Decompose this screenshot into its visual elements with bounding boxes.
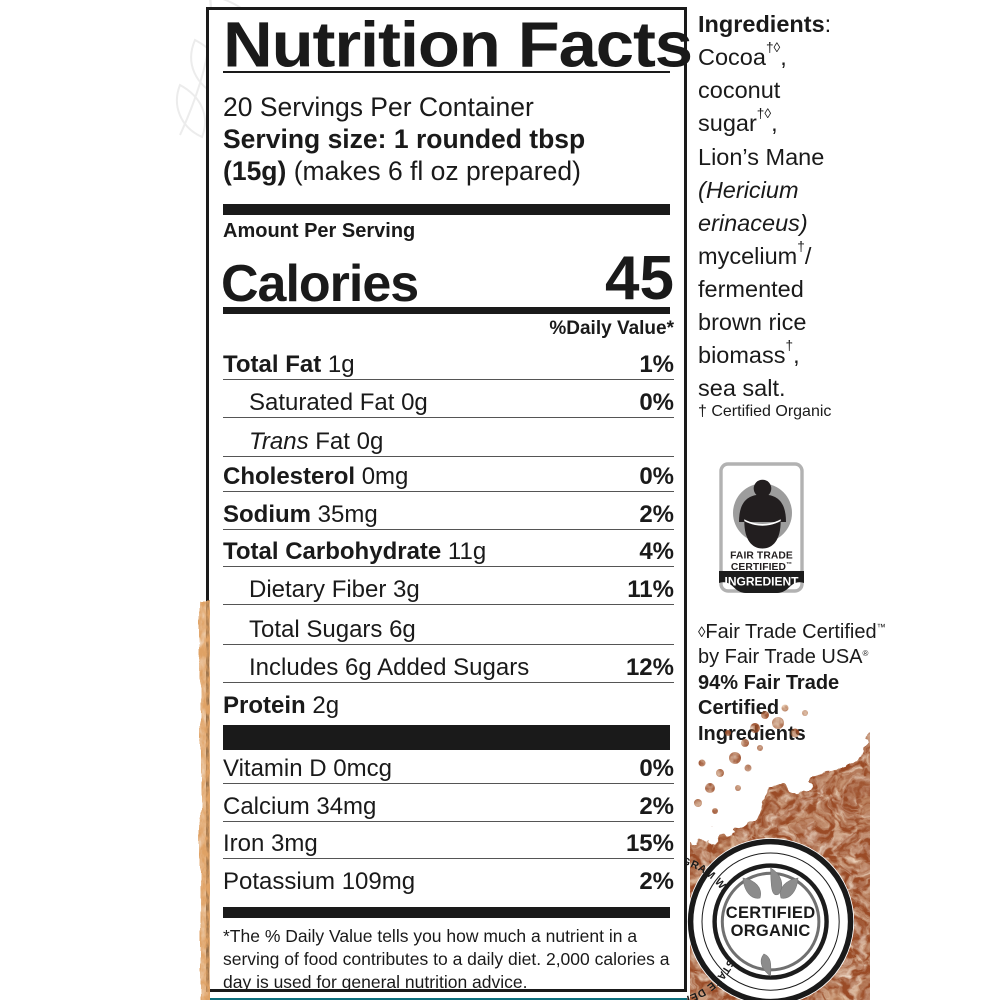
svg-text:INGREDIENT: INGREDIENT (724, 574, 799, 588)
svg-text:ORGANIC: ORGANIC (730, 922, 810, 940)
svg-text:FAIR TRADE: FAIR TRADE (730, 550, 793, 561)
svg-text:CERTIFIED: CERTIFIED (725, 904, 815, 922)
